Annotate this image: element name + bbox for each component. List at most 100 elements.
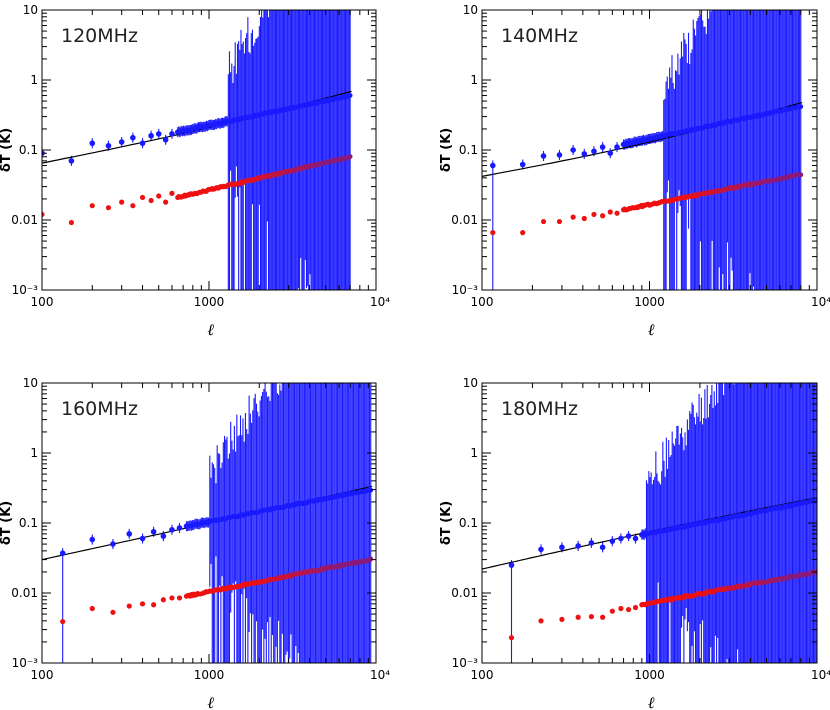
blue-point bbox=[614, 144, 620, 150]
y-axis-label: δT (K) bbox=[0, 128, 14, 172]
x-axis-label: ℓ bbox=[207, 693, 215, 710]
blue-point bbox=[89, 140, 96, 147]
x-axis-label: ℓ bbox=[647, 320, 655, 339]
panel-title: 180MHz bbox=[501, 398, 578, 420]
y-tick-label: 10⁻³ bbox=[452, 656, 479, 670]
red-point bbox=[139, 194, 146, 201]
x-tick-label: 1000 bbox=[634, 295, 665, 309]
blue-point bbox=[599, 544, 606, 551]
blue-point bbox=[139, 140, 146, 147]
panel-180mhz: 100 1000 10⁴ 10⁻³ 0.01 0.1 1 10 ℓ δT (K) 180MHz bbox=[439, 376, 830, 710]
blue-point bbox=[110, 541, 116, 547]
red-point bbox=[570, 214, 576, 220]
red-point bbox=[42, 211, 45, 218]
x-tick-label: 100 bbox=[471, 295, 494, 309]
panel-140mhz: 100 1000 10⁴ 10⁻³ 0.01 0.1 1 10 ℓ δT (K) 140MHz bbox=[439, 3, 830, 339]
blue-point bbox=[591, 148, 597, 155]
y-axis-label: δT (K) bbox=[0, 501, 14, 545]
red-point bbox=[110, 609, 116, 615]
red-point bbox=[490, 230, 496, 236]
y-axis-label: δT (K) bbox=[439, 501, 454, 545]
y-tick-label: 1 bbox=[30, 73, 38, 87]
red-point bbox=[139, 601, 146, 607]
x-tick-label: 10⁴ bbox=[811, 295, 830, 309]
blue-point bbox=[347, 93, 353, 98]
y-tick-label: 1 bbox=[470, 73, 478, 87]
y-tick-label: 10 bbox=[463, 3, 478, 17]
blue-point bbox=[798, 104, 804, 110]
red-point bbox=[176, 595, 183, 601]
blue-point bbox=[176, 525, 183, 531]
red-point bbox=[60, 619, 66, 625]
red-point bbox=[625, 606, 632, 613]
plot-area bbox=[482, 10, 804, 290]
plot-area bbox=[42, 10, 353, 290]
x-tick-label: 10⁴ bbox=[370, 668, 390, 682]
y-tick-label: 0.1 bbox=[19, 143, 38, 157]
red-point bbox=[508, 635, 515, 641]
red-point bbox=[105, 205, 112, 211]
red-point bbox=[89, 203, 95, 209]
blue-point bbox=[368, 487, 374, 493]
red-point bbox=[169, 595, 175, 601]
panel-160mhz: 100 1000 10⁴ 10⁻³ 0.01 0.1 1 10 ℓ δT (K) 160MHz bbox=[0, 376, 390, 710]
red-point bbox=[160, 597, 166, 603]
plot-area bbox=[42, 383, 374, 663]
red-point bbox=[600, 213, 606, 219]
blue-point bbox=[607, 150, 614, 157]
y-tick-label: 0.01 bbox=[451, 213, 478, 227]
y-tick-label: 10 bbox=[463, 376, 478, 390]
blue-point bbox=[575, 543, 581, 549]
blue-point bbox=[581, 151, 588, 157]
blue-point bbox=[89, 536, 96, 543]
blue-point bbox=[556, 152, 563, 158]
x-tick-label: 100 bbox=[471, 668, 494, 682]
panel-120mhz: 100 1000 10⁴ 10⁻³ 0.01 0.1 1 10 ℓ δT (K) 120MHz bbox=[0, 3, 390, 339]
x-tick-label: 10⁴ bbox=[811, 668, 830, 682]
blue-point bbox=[599, 144, 606, 150]
blue-point bbox=[160, 533, 167, 539]
red-point bbox=[591, 211, 597, 218]
x-tick-label: 100 bbox=[31, 295, 54, 309]
y-tick-label: 10 bbox=[23, 3, 38, 17]
y-tick-label: 0.01 bbox=[11, 586, 38, 600]
red-point bbox=[632, 604, 639, 611]
y-tick-label: 0.01 bbox=[451, 586, 478, 600]
red-point bbox=[798, 172, 804, 178]
red-point bbox=[126, 603, 132, 609]
blue-point bbox=[130, 134, 136, 141]
red-point bbox=[347, 154, 353, 159]
red-point bbox=[618, 605, 624, 612]
x-tick-label: 100 bbox=[31, 668, 54, 682]
panel-title: 120MHz bbox=[61, 25, 138, 47]
blue-point bbox=[519, 161, 526, 168]
red-point bbox=[538, 618, 544, 624]
blue-point bbox=[625, 533, 632, 539]
blue-point bbox=[68, 158, 75, 164]
blue-point bbox=[540, 153, 547, 159]
panel-title: 140MHz bbox=[501, 25, 578, 47]
red-point bbox=[559, 616, 565, 622]
plot-area bbox=[482, 383, 817, 663]
blue-point bbox=[559, 544, 565, 551]
blue-point bbox=[538, 546, 544, 553]
y-tick-label: 0.01 bbox=[11, 213, 38, 227]
red-point bbox=[68, 219, 75, 226]
x-tick-label: 1000 bbox=[634, 668, 665, 682]
red-point bbox=[169, 190, 175, 196]
red-point bbox=[588, 614, 595, 620]
y-tick-label: 10⁻³ bbox=[452, 283, 479, 297]
red-point bbox=[609, 608, 615, 614]
blue-point bbox=[609, 538, 616, 544]
y-tick-label: 1 bbox=[470, 446, 478, 460]
red-point bbox=[540, 218, 547, 225]
red-point bbox=[368, 556, 374, 562]
blue-point bbox=[632, 535, 639, 542]
blue-point bbox=[105, 142, 112, 149]
x-tick-label: 1000 bbox=[194, 295, 225, 309]
red-point bbox=[148, 197, 154, 204]
y-tick-label: 0.1 bbox=[459, 516, 478, 530]
blue-point bbox=[489, 162, 496, 169]
blue-point bbox=[508, 562, 515, 568]
blue-point bbox=[118, 139, 125, 145]
